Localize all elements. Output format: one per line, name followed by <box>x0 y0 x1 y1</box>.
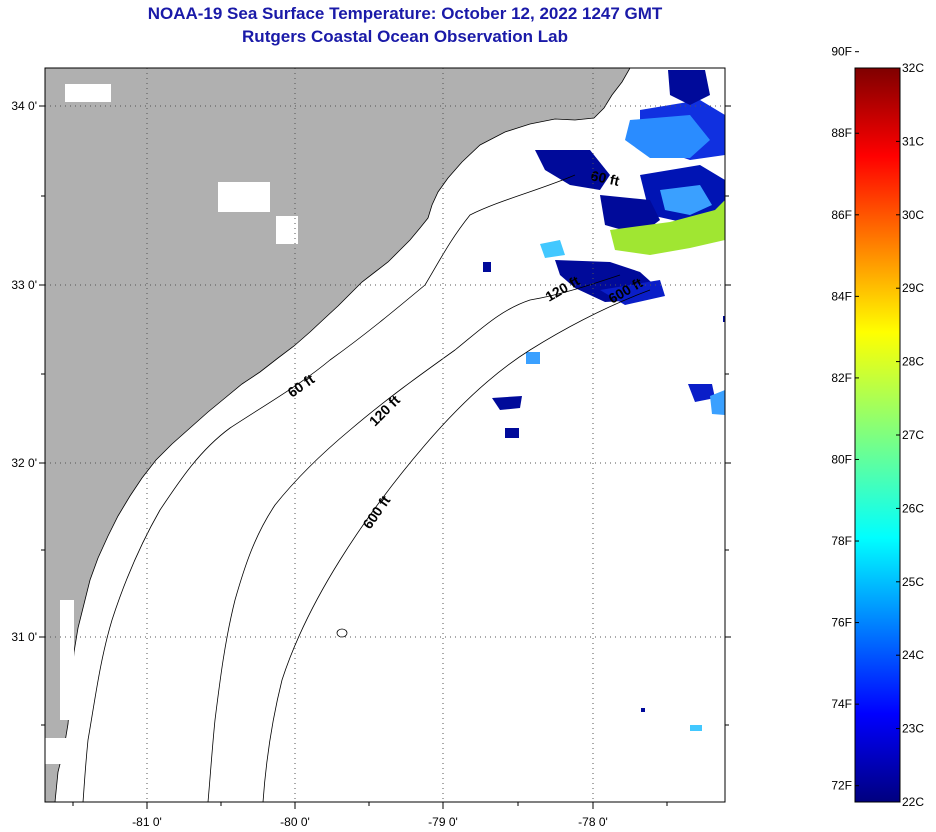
land-mass <box>45 68 631 802</box>
colorbar-f-label: 90F <box>831 45 852 59</box>
colorbar-f-label: 74F <box>831 697 852 711</box>
colorbar-f-labels: 90F 88F 86F 84F 82F 80F 78F 76F 74F 72F <box>831 45 852 793</box>
contour-120ft <box>207 274 621 802</box>
lat-label: 31 0' <box>11 630 37 644</box>
sst-pixels <box>483 70 725 731</box>
contour-60ft <box>82 174 576 802</box>
lon-label: -79 0' <box>428 815 458 829</box>
colorbar-f-label: 86F <box>831 208 852 222</box>
lat-label: 34 0' <box>11 99 37 113</box>
colorbar-c-labels: 32C 31C 30C 29C 28C 27C 26C 25C 24C 23C 22C <box>902 61 924 809</box>
land-white-patch <box>218 182 270 212</box>
colorbar-c-label: 27C <box>902 428 924 442</box>
colorbar-c-label: 22C <box>902 795 924 809</box>
colorbar-c-label: 28C <box>902 355 924 369</box>
lon-label: -78 0' <box>578 815 608 829</box>
colorbar-c-label: 25C <box>902 575 924 589</box>
colorbar-f-label: 72F <box>831 779 852 793</box>
colorbar-c-label: 30C <box>902 208 924 222</box>
colorbar-c-label: 23C <box>902 722 924 736</box>
colorbar-ticks <box>855 51 900 803</box>
colorbar-c-label: 32C <box>902 61 924 75</box>
colorbar-f-label: 84F <box>831 289 852 303</box>
colorbar-f-label: 80F <box>831 452 852 466</box>
map-frame <box>44 67 726 803</box>
contour-loop <box>336 628 348 638</box>
contour-label-60ft-ne: 60 ft <box>589 167 621 189</box>
contour-600ft <box>262 289 651 802</box>
colorbar: 90F 88F 86F 84F 82F 80F 78F 76F 74F 72F 32C 31C 30C… <box>831 45 924 809</box>
title-line-1: NOAA-19 Sea Surface Temperature: October… <box>147 4 663 23</box>
colorbar-c-label: 26C <box>902 501 924 515</box>
colorbar-c-label: 24C <box>902 648 924 662</box>
lat-labels: 34 0' 33 0' 32 0' 31 0' <box>11 99 37 644</box>
colorbar-c-label: 29C <box>902 281 924 295</box>
colorbar-f-label: 88F <box>831 126 852 140</box>
land-white-patch <box>45 738 69 764</box>
colorbar-gradient <box>854 67 901 803</box>
graticule <box>45 68 725 802</box>
lat-label: 33 0' <box>11 278 37 292</box>
colorbar-f-label: 82F <box>831 371 852 385</box>
axis-ticks <box>39 105 731 809</box>
lon-labels: -81 0' -80 0' -79 0' -78 0' <box>132 815 608 829</box>
lat-label: 32 0' <box>11 456 37 470</box>
lon-label: -80 0' <box>280 815 310 829</box>
land-white-patch <box>60 600 74 720</box>
lon-label: -81 0' <box>132 815 162 829</box>
land-white-patch <box>65 84 111 102</box>
map-panel: 60 ft 120 ft 600 ft 60 ft 120 ft 600 ft <box>11 67 731 829</box>
colorbar-f-label: 78F <box>831 534 852 548</box>
title-line-2: Rutgers Coastal Ocean Observation Lab <box>242 27 568 46</box>
colorbar-f-label: 76F <box>831 616 852 630</box>
colorbar-c-label: 31C <box>902 134 924 148</box>
land-white-patch <box>276 216 298 244</box>
